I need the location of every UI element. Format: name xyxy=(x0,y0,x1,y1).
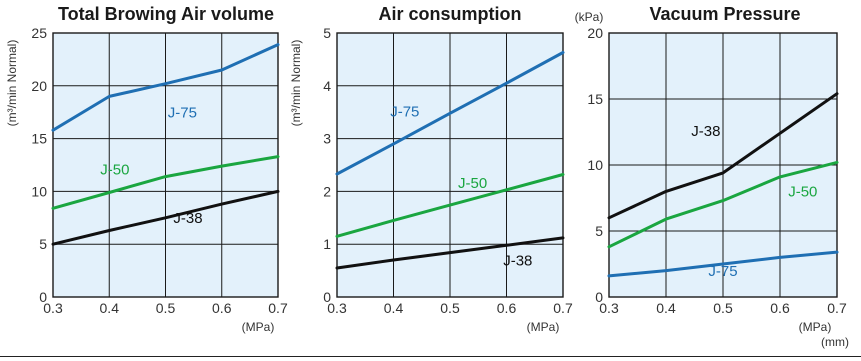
series-label-j-38: J-38 xyxy=(173,210,202,227)
y-tick-label: 20 xyxy=(31,78,47,94)
x-tick-label: 0.3 xyxy=(43,300,63,316)
series-label-j-75: J-75 xyxy=(390,103,419,120)
y-tick-label: 10 xyxy=(587,157,603,173)
x-tick-label: 0.7 xyxy=(553,300,573,316)
plot-frame xyxy=(336,32,564,298)
series-line-j-75 xyxy=(51,43,280,132)
x-tick-label: 0.6 xyxy=(497,300,517,316)
series-label-j-50: J-50 xyxy=(100,162,129,179)
series-label-j-75: J-75 xyxy=(708,263,737,280)
chart-title: Total Browing Air volume xyxy=(58,4,274,24)
y-tick-label: 15 xyxy=(587,91,603,107)
chart-title: Air consumption xyxy=(379,4,522,24)
y-tick-label: 15 xyxy=(31,131,47,147)
y-tick-label: 1 xyxy=(323,236,331,252)
series-line-j-50 xyxy=(51,155,280,210)
x-tick-label: 0.3 xyxy=(327,300,347,316)
series-line-j-50 xyxy=(335,173,565,238)
y-tick-label: 20 xyxy=(587,25,603,41)
x-tick-label: 0.6 xyxy=(212,300,232,316)
footer-unit-label: (mm) xyxy=(821,335,849,349)
chart-title: Vacuum Pressure xyxy=(649,4,800,24)
y-tick-label: 0 xyxy=(595,289,603,305)
series-line-j-38 xyxy=(51,189,280,246)
y-tick-label: 5 xyxy=(39,236,47,252)
series-line-j-75 xyxy=(607,250,839,278)
y-tick-label: 5 xyxy=(323,25,331,41)
series-label-j-50: J-50 xyxy=(788,184,817,201)
x-tick-label: 0.5 xyxy=(713,300,733,316)
chart-panel-3: Vacuum Pressure 0 5 10 15 20 0.3 0.4 0.5 0.6 0.7 (M… xyxy=(575,4,847,334)
y-tick-label: 3 xyxy=(323,131,331,147)
series-line-j-38 xyxy=(607,92,839,220)
x-unit-label: (MPa) xyxy=(527,320,560,334)
x-unit-label: (MPa) xyxy=(242,320,275,334)
plot-frame xyxy=(52,32,279,298)
series-label-j-75: J-75 xyxy=(168,104,197,121)
y-tick-label: 4 xyxy=(323,78,331,94)
x-tick-label: 0.5 xyxy=(440,300,460,316)
x-tick-label: 0.6 xyxy=(770,300,790,316)
series-label-j-38: J-38 xyxy=(691,123,720,140)
bottom-rule xyxy=(0,356,861,357)
x-tick-label: 0.4 xyxy=(384,300,404,316)
y-tick-label: 5 xyxy=(595,223,603,239)
y-unit-label: (kPa) xyxy=(575,10,604,24)
series-label-j-38: J-38 xyxy=(503,252,532,269)
plot-frame xyxy=(608,32,838,298)
x-tick-label: 0.4 xyxy=(100,300,120,316)
x-unit-label: (MPa) xyxy=(799,320,832,334)
chart-panel-2: Air consumption 0 1 2 3 4 5 0.3 0.4 0.5 0.6 0.7 (MPa… xyxy=(289,4,573,334)
y-axis-label: (m³/min Normal) xyxy=(289,40,303,127)
chart-panel-1: Total Browing Air volume 0 5 10 15 20 25 0.3 0.4… xyxy=(5,4,288,334)
x-tick-label: 0.5 xyxy=(156,300,176,316)
y-tick-label: 10 xyxy=(31,183,47,199)
series-label-j-50: J-50 xyxy=(458,175,487,192)
x-tick-label: 0.7 xyxy=(827,300,847,316)
series-line-j-38 xyxy=(335,236,565,270)
series-line-j-50 xyxy=(607,160,839,249)
y-tick-label: 0 xyxy=(39,289,47,305)
y-tick-label: 25 xyxy=(31,25,47,41)
x-tick-label: 0.3 xyxy=(599,300,619,316)
y-tick-label: 0 xyxy=(323,289,331,305)
series-line-j-75 xyxy=(335,51,565,176)
y-tick-label: 2 xyxy=(323,183,331,199)
x-tick-label: 0.4 xyxy=(656,300,676,316)
y-axis-label: (m³/min Normal) xyxy=(5,40,19,127)
x-tick-label: 0.7 xyxy=(268,300,288,316)
